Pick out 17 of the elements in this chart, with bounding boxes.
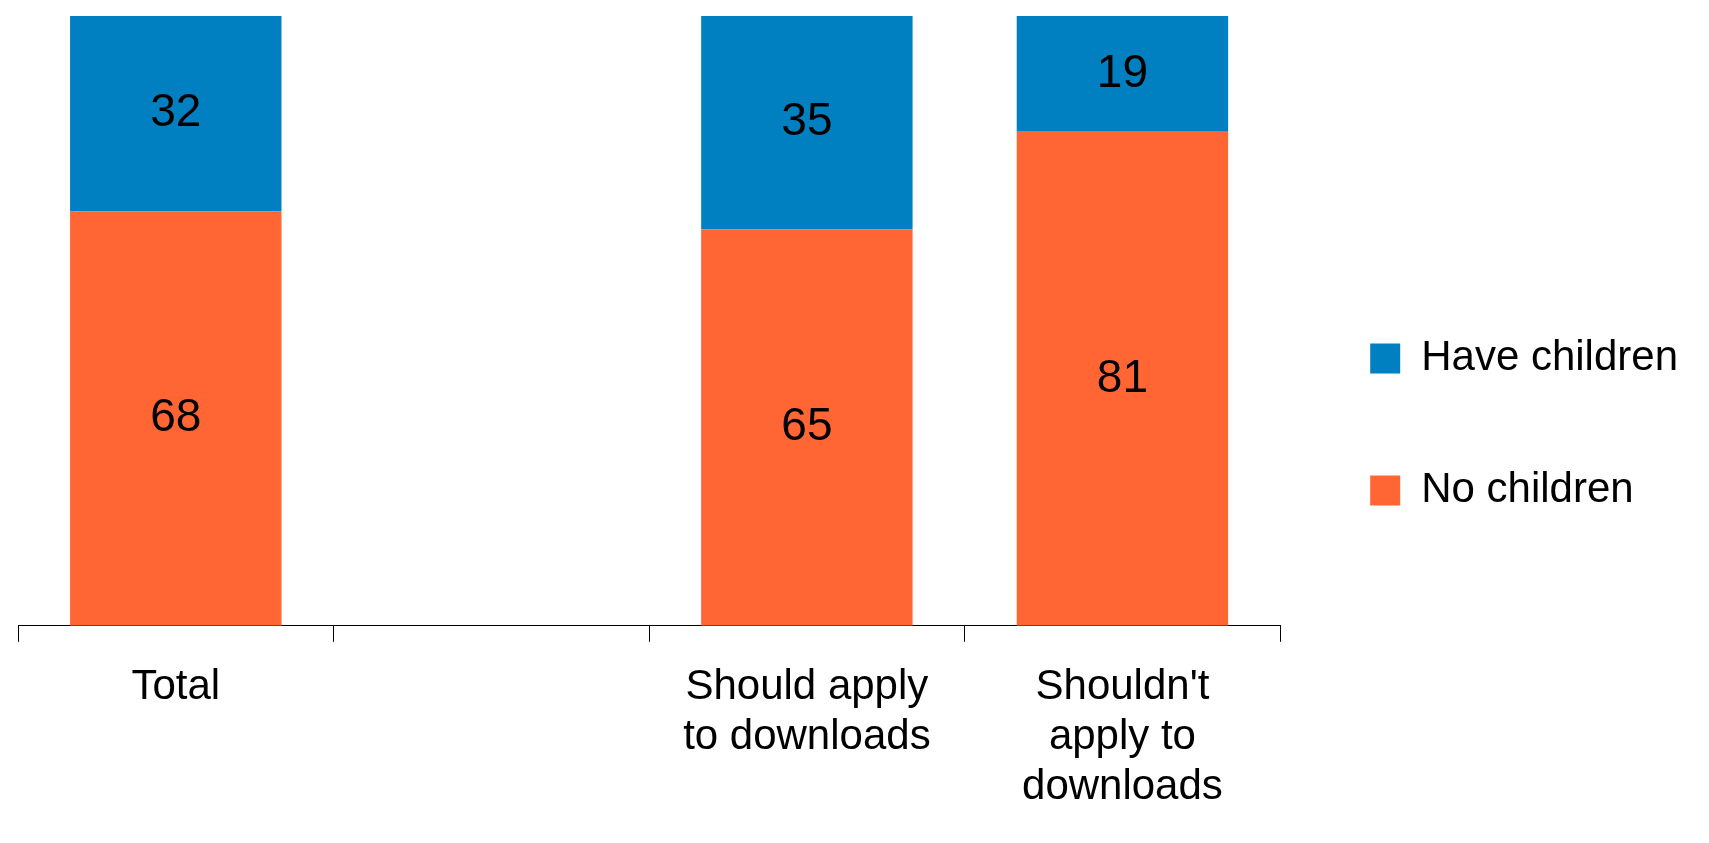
legend-label: No children [1421, 464, 1634, 512]
data-label: 32 [150, 84, 202, 137]
data-label: 19 [1096, 44, 1149, 97]
bar [701, 16, 913, 230]
legend-label: Have children [1421, 332, 1679, 380]
x-tick-label: Shouldn't apply to downloads [1022, 660, 1223, 809]
data-label: 68 [150, 389, 202, 442]
bar [1016, 131, 1229, 626]
bar [701, 229, 913, 626]
data-label: 65 [781, 398, 833, 451]
data-label: 35 [781, 93, 833, 146]
bar [70, 211, 282, 626]
bar [1016, 16, 1229, 132]
data-label: 81 [1096, 349, 1149, 402]
bar [70, 16, 282, 212]
x-tick-label: Total [131, 660, 221, 708]
x-tick-label: Should apply to downloads [683, 660, 931, 758]
